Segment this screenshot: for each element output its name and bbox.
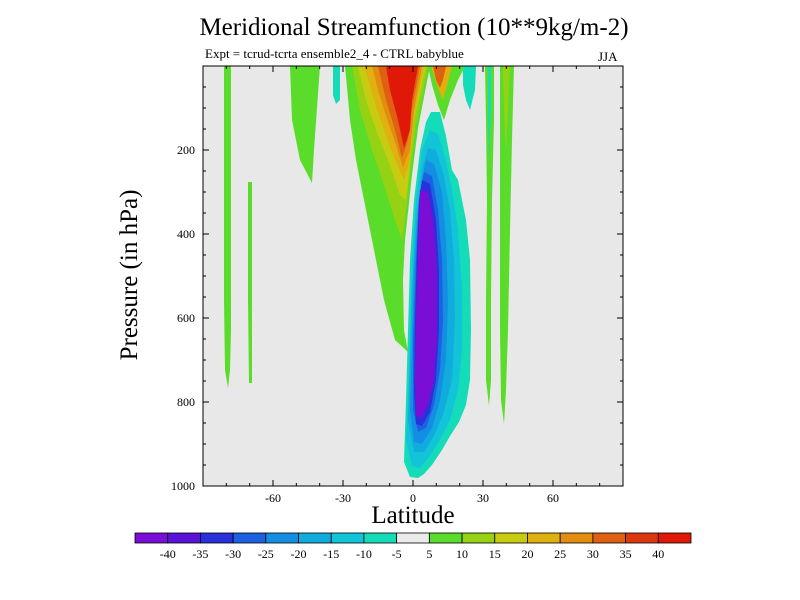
x-axis-title: Latitude xyxy=(371,502,454,529)
x-tick-label: 0 xyxy=(410,491,416,505)
colorbar-swatch xyxy=(200,532,234,544)
colorbar-swatch xyxy=(559,532,594,544)
colorbar-swatch xyxy=(592,532,626,544)
season-label: JJA xyxy=(598,49,618,64)
colorbar-swatch xyxy=(330,532,365,544)
y-tick-label: 1000 xyxy=(171,479,195,493)
contour-streak-east-4 xyxy=(500,66,514,424)
colorbar-label: 30 xyxy=(587,547,599,561)
colorbar-label: 20 xyxy=(521,547,533,561)
colorbar-label: 10 xyxy=(456,547,468,561)
colorbar-swatch xyxy=(363,532,398,544)
colorbar-label: -10 xyxy=(356,547,372,561)
colorbar-swatch xyxy=(625,532,659,544)
contour-streak-east-1 xyxy=(463,66,476,110)
axis-tick-labels: -60 -30 0 30 60 200 400 600 800 1000 xyxy=(171,143,559,505)
colorbar-label: -30 xyxy=(225,547,241,561)
colorbar-label: -40 xyxy=(160,547,176,561)
colorbar-swatch xyxy=(265,532,299,544)
y-tick-label: 600 xyxy=(177,311,195,325)
colorbar-swatch xyxy=(494,532,528,544)
colorbar-label: 35 xyxy=(620,547,632,561)
axis-ticks xyxy=(202,65,624,487)
contour-streak-east-5 xyxy=(503,66,510,150)
contour-streak-east-3 xyxy=(488,66,491,160)
colorbar-labels: -40 -35 -30 -25 -20 -15 -10 -5 5 10 15 20 25 30 35 40 xyxy=(160,547,665,561)
colorbar-swatch xyxy=(167,532,201,544)
y-tick-label: 800 xyxy=(177,395,195,409)
contour-positive-core xyxy=(386,66,418,148)
chart-subtitle: Expt = tcrud-tcrta ensemble2_4 - CTRL ba… xyxy=(205,46,464,61)
colorbar-swatch xyxy=(134,532,169,544)
colorbar-label: -35 xyxy=(192,547,208,561)
x-tick-label: -30 xyxy=(335,491,351,505)
colorbar-label: 25 xyxy=(554,547,566,561)
colorbar-label: 40 xyxy=(652,547,664,561)
contour-streak-east-2 xyxy=(485,66,494,406)
y-axis-title: Pressure (in hPa) xyxy=(116,190,143,361)
contour-streak-west-2 xyxy=(248,182,252,383)
colorbar xyxy=(134,532,692,544)
x-tick-label: -60 xyxy=(265,491,281,505)
contour-streak-west-1 xyxy=(224,66,231,388)
x-tick-label: 60 xyxy=(547,491,559,505)
colorbar-label: -20 xyxy=(291,547,307,561)
contour-layer xyxy=(224,66,514,478)
colorbar-label: -25 xyxy=(258,547,274,561)
colorbar-label: 15 xyxy=(489,547,501,561)
colorbar-label: -5 xyxy=(392,547,402,561)
x-tick-label: 30 xyxy=(477,491,489,505)
colorbar-label: 5 xyxy=(426,547,432,561)
chart-title: Meridional Streamfunction (10**9kg/m-2) xyxy=(199,14,629,41)
y-tick-label: 400 xyxy=(177,227,195,241)
colorbar-swatch xyxy=(527,532,561,544)
contour-streak-neg-1 xyxy=(333,66,340,104)
colorbar-swatch xyxy=(396,532,430,544)
colorbar-swatch xyxy=(461,532,496,544)
contour-streak-west-3 xyxy=(290,66,320,183)
contour-negative-core xyxy=(415,190,437,418)
y-tick-label: 200 xyxy=(177,143,195,157)
contour-upper-right-core xyxy=(433,66,446,88)
colorbar-swatch xyxy=(428,532,463,544)
colorbar-swatch xyxy=(232,532,267,544)
colorbar-swatch xyxy=(298,532,332,544)
colorbar-swatch xyxy=(657,532,692,544)
colorbar-label: -15 xyxy=(323,547,339,561)
